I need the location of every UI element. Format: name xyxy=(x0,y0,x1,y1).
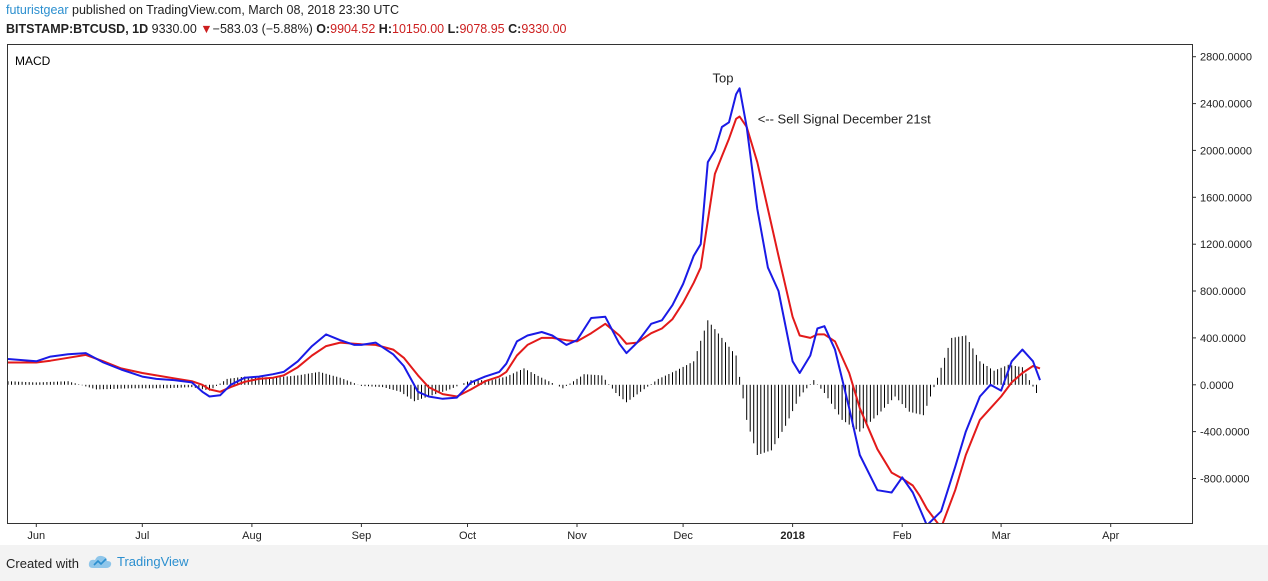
chart-title: MACD xyxy=(15,54,51,68)
low-label: L: xyxy=(447,22,460,36)
histogram-group xyxy=(8,320,1037,455)
y-tick-label: 1600.0000 xyxy=(1200,192,1252,204)
brand-name: TradingView xyxy=(117,554,189,569)
signal-line xyxy=(8,115,1041,523)
x-tick-label: Jun xyxy=(27,530,45,542)
symbol-line: BITSTAMP:BTCUSD, 1D 9330.00 ▼−583.03 (−5… xyxy=(6,22,567,36)
y-tick-label: 0.0000 xyxy=(1200,380,1234,392)
x-tick-label: Sep xyxy=(352,530,372,542)
x-tick-label: Dec xyxy=(673,530,693,542)
close-value: 9330.00 xyxy=(521,22,567,36)
open-value: 9904.52 xyxy=(330,22,376,36)
author-link[interactable]: futuristgear xyxy=(6,3,69,17)
publish-line: futuristgear published on TradingView.co… xyxy=(6,3,399,17)
x-tick-label: Oct xyxy=(459,530,476,542)
close-label: C: xyxy=(508,22,522,36)
x-tick-label: Feb xyxy=(893,530,912,542)
low-value: 9078.95 xyxy=(459,22,505,36)
x-tick-label: 2018 xyxy=(780,530,804,542)
high-value: 10150.00 xyxy=(392,22,445,36)
macd-chart[interactable]: MACD 2800.0000 2400.0000 2000.0000 1600.000… xyxy=(0,0,1268,545)
x-tick-label: Apr xyxy=(1102,530,1119,542)
y-tick-label: -400.0000 xyxy=(1200,427,1250,439)
y-tick-label: 2000.0000 xyxy=(1200,145,1252,157)
symbol-name: BITSTAMP:BTCUSD, 1D xyxy=(6,22,149,36)
published-text: published on TradingView.com, March 08, … xyxy=(72,3,400,17)
x-tick-label: Mar xyxy=(992,530,1011,542)
y-tick-label: -800.0000 xyxy=(1200,474,1250,486)
open-label: O: xyxy=(316,22,331,36)
y-tick-label: 2400.0000 xyxy=(1200,99,1252,111)
price-change: −583.03 (−5.88%) xyxy=(212,22,313,36)
y-tick-label: 400.0000 xyxy=(1200,333,1246,345)
x-tick-label: Aug xyxy=(242,530,262,542)
down-arrow-icon: ▼ xyxy=(200,22,213,36)
x-tick-label: Jul xyxy=(135,530,149,542)
x-tick-label: Nov xyxy=(567,530,587,542)
last-price: 9330.00 xyxy=(151,22,197,36)
annotations-group: Top <-- Sell Signal December 21st xyxy=(713,71,932,127)
y-tick-label: 1200.0000 xyxy=(1200,239,1252,251)
y-tick-label: 2800.0000 xyxy=(1200,52,1252,64)
created-with-text: Created with xyxy=(6,556,79,571)
sell-signal-annotation: <-- Sell Signal December 21st xyxy=(758,112,931,127)
tradingview-brand[interactable]: TradingView xyxy=(88,554,189,569)
tradingview-cloud-icon xyxy=(88,555,112,568)
y-tick-label: 800.0000 xyxy=(1200,286,1246,298)
high-label: H: xyxy=(378,22,392,36)
y-axis-group: 2800.0000 2400.0000 2000.0000 1600.0000 1200… xyxy=(1192,52,1252,486)
plot-frame xyxy=(7,44,1193,524)
footer-bar: Created with TradingView xyxy=(0,545,1268,581)
x-axis-group: Jun Jul Aug Sep Oct Nov Dec 2018 Feb Mar Apr xyxy=(27,523,1120,542)
lines-group xyxy=(8,87,1041,523)
top-annotation: Top xyxy=(713,71,734,86)
macd-line xyxy=(8,87,1041,523)
